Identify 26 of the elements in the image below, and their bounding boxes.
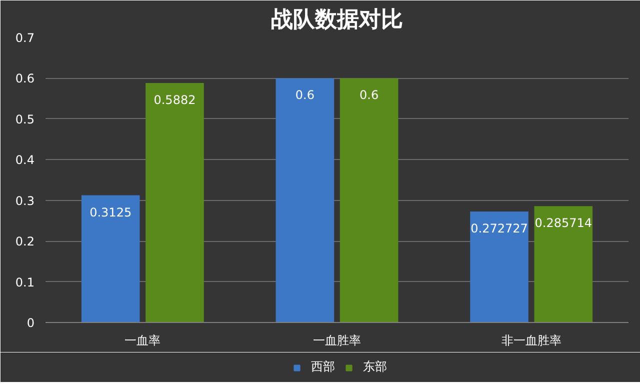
y-tick-label: 0.5 <box>15 112 35 126</box>
x-tick-label: 一血率 <box>124 334 161 348</box>
y-tick-label: 0.2 <box>15 234 35 249</box>
y-tick-label: 0.1 <box>15 275 35 290</box>
x-tick-label: 一血胜率 <box>313 334 361 348</box>
y-tick-label: 0.4 <box>15 153 35 168</box>
data-label: 0.3125 <box>90 205 132 220</box>
y-tick-label: 0.6 <box>15 72 35 86</box>
data-label: 0.285714 <box>534 216 592 230</box>
data-label: 0.6 <box>295 88 314 102</box>
data-label: 0.272727 <box>470 221 528 236</box>
bar <box>470 211 528 322</box>
legend-label: 西部 <box>311 358 335 376</box>
y-tick-label: 0.3 <box>15 194 35 208</box>
x-tick-label: 非一血胜率 <box>501 334 562 348</box>
bar <box>340 78 398 322</box>
data-label: 0.5882 <box>154 93 196 108</box>
y-tick-label: 0.7 <box>15 31 35 45</box>
y-tick-label: 0 <box>26 316 35 330</box>
bar <box>146 83 204 322</box>
bar <box>276 78 334 322</box>
bar <box>81 195 140 322</box>
legend-label: 东部 <box>363 358 387 376</box>
data-label: 0.6 <box>360 88 379 102</box>
bar <box>534 206 593 322</box>
chart-title: 战队数据对比 <box>271 8 403 32</box>
